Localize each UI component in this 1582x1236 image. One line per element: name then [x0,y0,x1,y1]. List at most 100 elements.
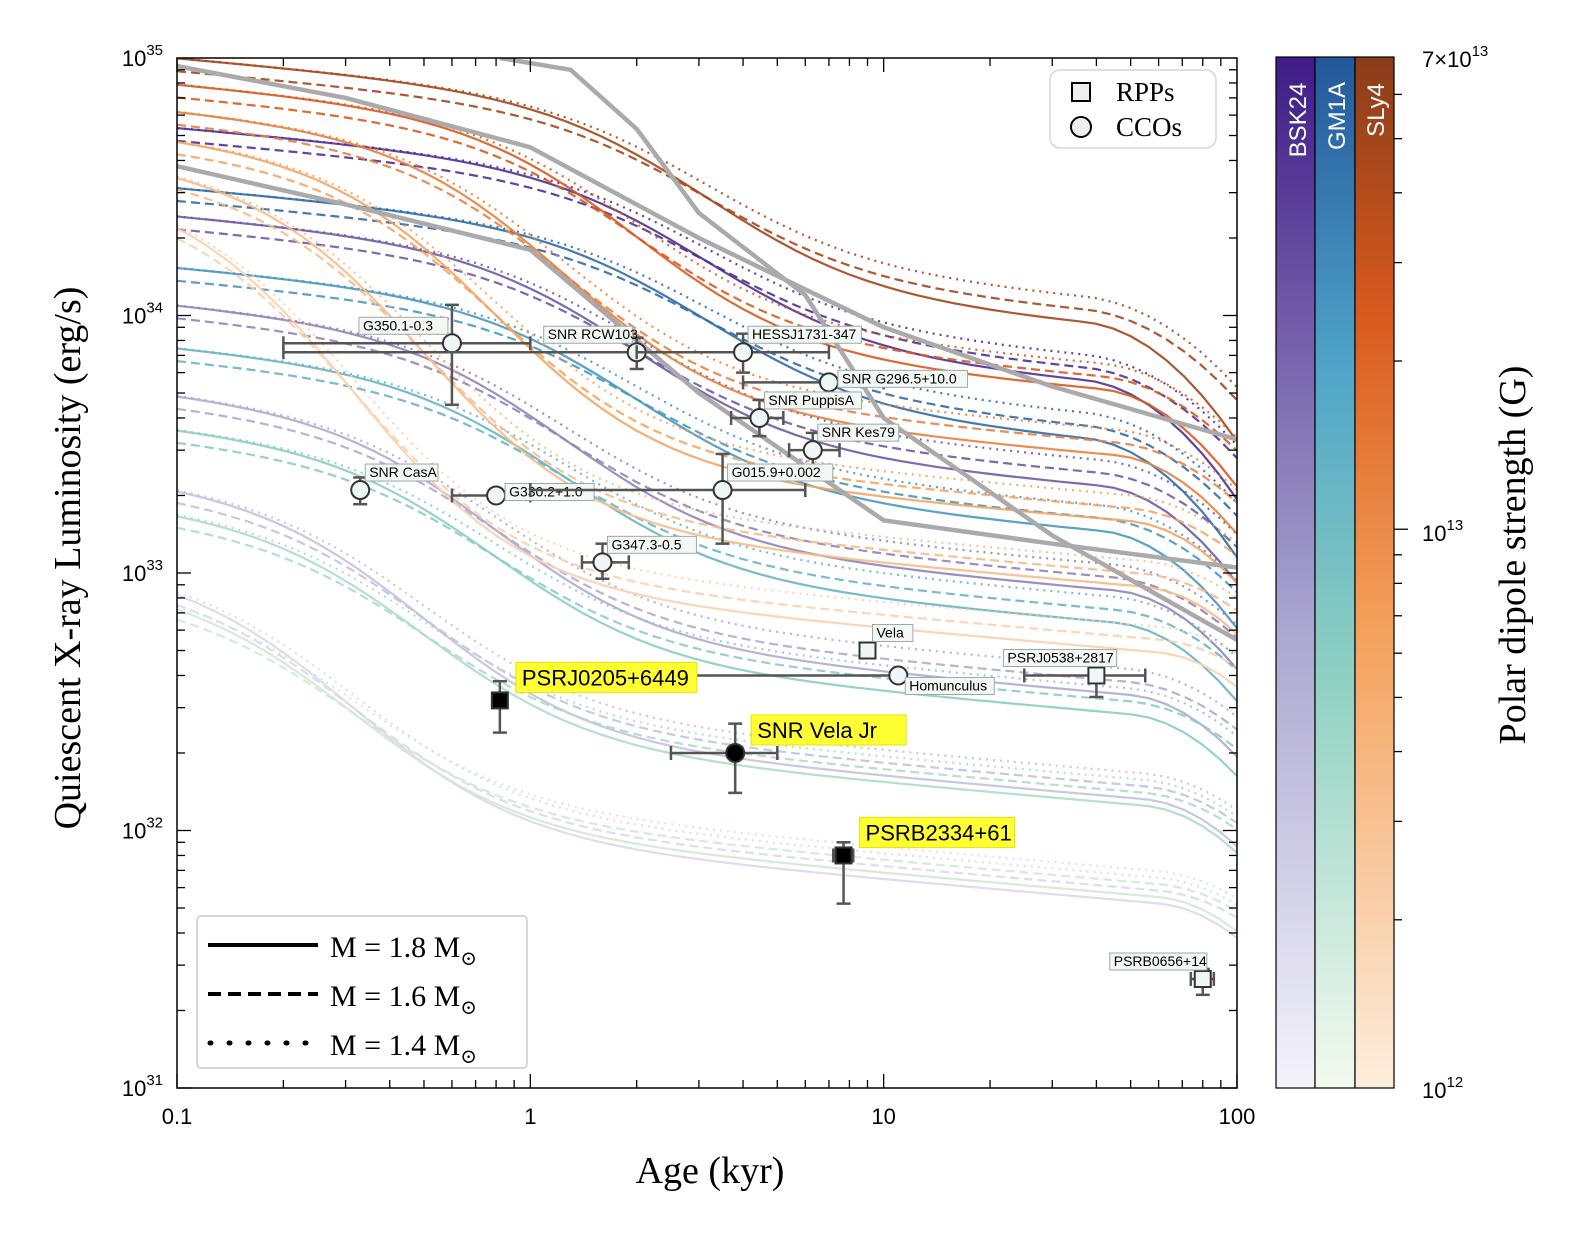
cooling-curve-sly4-16 [177,188,1237,612]
source-snr-kes79: SNR Kes79 [787,423,900,468]
cooling-curve-sly4-14 [177,175,1237,599]
reference-gray-1 [177,63,1237,442]
colorbar-tick-mid: 1013 [1422,517,1463,546]
source-label-box [543,325,634,344]
cooling-curve-bsk24-16 [177,501,1237,824]
cooling-curve-gm1a-16 [177,441,1237,750]
rpp-marker [490,691,509,710]
observed-sources: G350.1-0.3 SNR RCW103 HESSJ1731-347 SNR G29… [282,303,1216,997]
cooling-curve-sly4-16 [177,123,1237,504]
cooling-curve-gm1a-18 [177,266,1237,629]
cooling-curve-gm1a-16 [177,618,1237,913]
cooling-curve-sly4-18 [177,111,1237,535]
source-snr-puppisa: SNR PuppisA [729,391,863,438]
colorbar-label-sly4: SLy4 [1363,83,1390,137]
source-label-box [837,369,968,388]
legend-mass-14: M = 1.4 M⊙ [330,1029,477,1068]
legend-mass-18: M = 1.8 M⊙ [330,931,477,970]
source-label: PSRJ0538+2817 [1007,649,1113,665]
source-label: Homunculus [909,677,987,693]
cco-marker [818,372,839,393]
source-label: PSRB0656+14 [1114,953,1207,969]
cco-marker [802,440,823,461]
cco-marker [733,342,754,363]
source-label: G330.2+1.0 [509,483,583,499]
colorbar-strip-sly4 [1354,56,1395,1089]
source-label-box [871,624,914,643]
cooling-curve-gm1a-18 [177,347,1237,702]
colorbar-label-bsk24: BSK24 [1285,83,1312,158]
cco-marker [888,665,909,686]
legend-square-marker [1071,82,1091,102]
highlight-label: SNR Vela Jr [757,718,877,743]
source-snr-vela-jr: SNR Vela Jr [669,714,907,795]
source-label: G015.9+0.002 [732,464,821,480]
source-vela: Vela [858,624,914,660]
axes: 0.1 1 10 100 1031 1032 1033 1034 1035 [122,42,1256,1129]
cco-marker [486,485,507,506]
y-tick-label: 1032 [122,815,163,844]
colorbar-ticks [1394,93,1408,921]
y-tick-label: 1035 [122,42,163,71]
cooling-curve-bsk24-16 [177,317,1237,639]
source-snr-g296-5-10-0: SNR G296.5+10.0 [741,369,968,393]
source-label-box [747,325,862,344]
rpp-marker [1087,666,1106,685]
reference-curves [177,58,1237,642]
cooling-curve-bsk24-16 [177,228,1237,549]
x-tick-label: 100 [1219,1104,1256,1129]
cooling-curve-sly4-14 [177,83,1237,439]
source-label: SNR PuppisA [768,392,854,408]
cco-marker [441,333,462,354]
cooling-curve-sly4-16 [177,96,1237,452]
cooling-curve-bsk24-18 [177,215,1237,584]
cco-marker [725,742,746,763]
mass-legend: M = 1.8 M⊙ M = 1.6 M⊙ M = 1.4 M⊙ [196,915,528,1069]
source-label: G347.3-0.5 [611,536,681,552]
cooling-curve-sly4-18 [177,227,1237,688]
source-label: SNR G296.5+10.0 [842,370,957,386]
source-label-box [364,463,439,482]
cooling-curve-bsk24-18 [177,490,1237,848]
source-label-box [1109,952,1208,971]
source-label-box [904,676,995,695]
cooling-curve-sly4-16 [177,153,1237,557]
source-g330-2-1-0: G330.2+1.0 [450,482,595,506]
cooling-curve-gm1a-14 [177,428,1237,737]
source-g015-9-0-002: G015.9+0.002 [529,452,834,545]
cooling-curve-bsk24-14 [177,489,1237,811]
reference-gray-3 [499,58,1237,642]
y-axis-title: Quiescent X-ray Luminosity (erg/s) [47,287,89,830]
x-axis-title: Age (kyr) [636,1150,785,1192]
marker-legend: RPPs CCOs [1049,69,1217,149]
legend-mass-16: M = 1.6 M⊙ [330,980,477,1019]
cooling-curve-gm1a-14 [177,347,1237,658]
colorbar-label-gm1a: GM1A [1324,82,1351,150]
colorbar: BSK24 GM1A SLy4 7×1013 1013 1012 Polar d… [1275,43,1534,1103]
source-label: Vela [876,625,903,641]
source-label: HESSJ1731-347 [752,326,857,342]
cooling-curve-sly4-14 [177,140,1237,544]
cooling-curve-bsk24-18 [177,395,1237,758]
cooling-curve-sly4-18 [177,140,1237,584]
highlight-label-box [515,661,698,693]
source-label-box [504,482,595,501]
rpp-marker [834,846,853,865]
cooling-curve-sly4-14 [177,58,1237,388]
source-label: SNR RCW103 [548,326,638,342]
cooling-curve-gm1a-16 [177,199,1237,517]
cooling-curve-bsk24-18 [177,304,1237,670]
cooling-curve-sly4-16 [177,237,1237,668]
highlight-label-box [750,714,907,746]
source-hessj1731-347: HESSJ1731-347 [635,325,862,374]
source-g347-3-0-5: G347.3-0.5 [580,535,697,580]
x-tick-label: 0.1 [162,1104,193,1129]
reference-gray-2 [177,164,1237,570]
source-g350-1-0-3: G350.1-0.3 [282,303,532,407]
colorbar-strip-gm1a [1314,56,1356,1089]
cooling-curve-bsk24-14 [177,591,1237,906]
source-label-box [1002,648,1118,667]
cooling-curve-bsk24-16 [177,603,1237,919]
highlight-label: PSRJ0205+6449 [522,665,689,690]
